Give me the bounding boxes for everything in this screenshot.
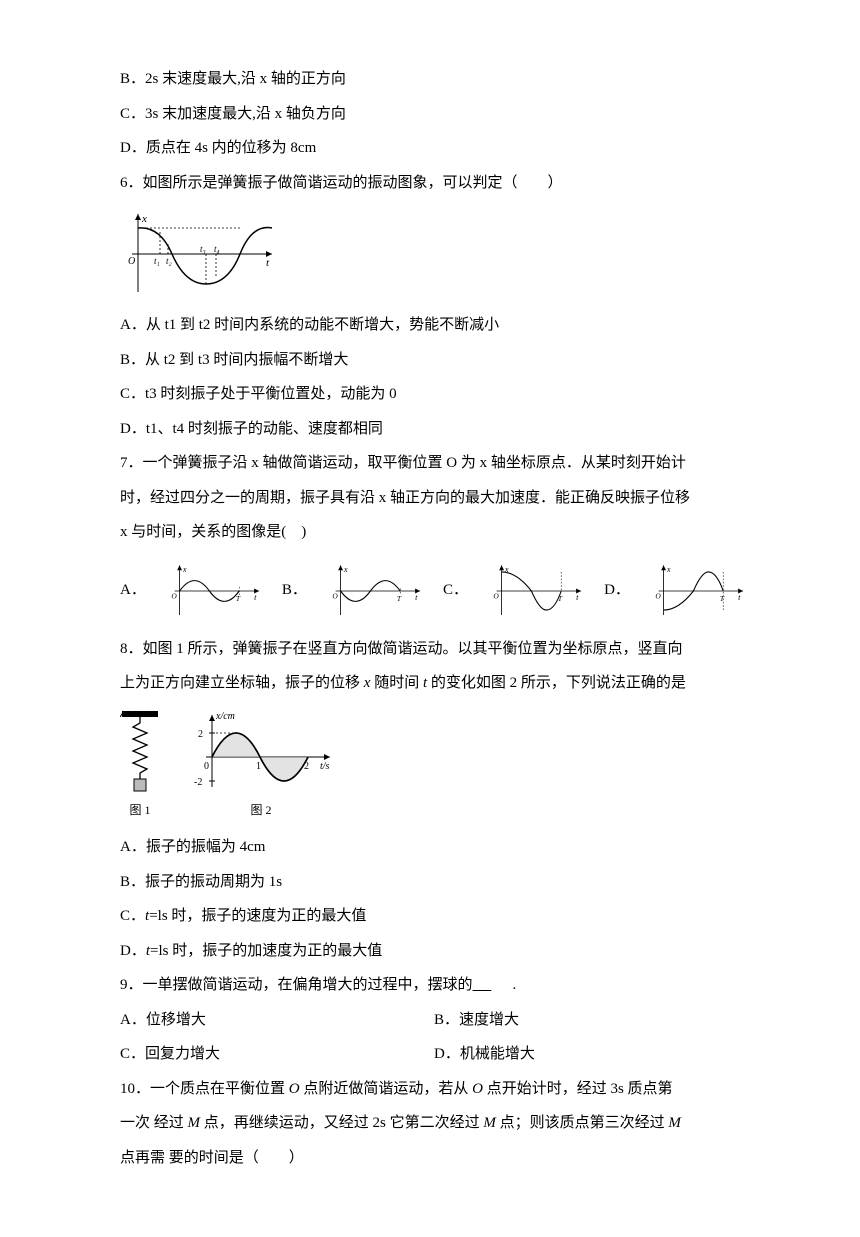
q10-stem-2: 一次 经过 M 点，再继续运动，又经过 2s 它第二次经过 M 点；则该质点第三… <box>120 1106 748 1141</box>
svg-text:O: O <box>128 256 135 267</box>
svg-text:t₁: t₁ <box>154 256 160 266</box>
q7-stem-2: 时，经过四分之一的周期，振子具有沿 x 轴正方向的最大加速度．能正确反映振子位移 <box>120 481 748 516</box>
svg-text:O: O <box>655 591 661 600</box>
q8-stem-1: 8．如图 1 所示，弹簧振子在竖直方向做简谐运动。以其平衡位置为坐标原点，竖直向 <box>120 632 748 667</box>
svg-text:T: T <box>397 593 402 602</box>
q7-graph-b: x t O T <box>329 556 425 626</box>
q6-option-b: B．从 t2 到 t3 时间内振幅不断增大 <box>120 343 748 378</box>
q10s1c: 点开始计时，经过 3s 质点第 <box>483 1081 673 1097</box>
svg-text:O: O <box>332 591 338 600</box>
q10s2a: 一次 经过 <box>120 1115 188 1131</box>
q7-stem-3: x 与时间，关系的图像是( ) <box>120 515 748 550</box>
svg-text:x: x <box>343 564 348 573</box>
svg-text:t: t <box>254 593 257 602</box>
q10s1b: 点附近做简谐运动，若从 <box>300 1081 473 1097</box>
q10-stem-1: 10．一个质点在平衡位置 O 点附近做简谐运动，若从 O 点开始计时，经过 3s… <box>120 1072 748 1107</box>
q8-option-a: A．振子的振幅为 4cm <box>120 830 748 865</box>
svg-text:O: O <box>493 591 499 600</box>
svg-text:t/s: t/s <box>320 761 330 772</box>
q7-figures: A． x t O T B． x t O T C． x t O T D． <box>120 556 748 626</box>
q9-stem-b: . <box>513 977 517 993</box>
q7-label-a: A． <box>120 573 146 608</box>
q9-option-a: A．位移增大 <box>120 1003 434 1038</box>
q7-graph-a: x t O T <box>168 556 264 626</box>
q9-stem: 9．一单摆做简谐运动，在偏角增大的过程中，摆球的 . <box>120 968 748 1003</box>
svg-text:T: T <box>720 593 725 602</box>
q8-fig2: x/cm t/s 2 -2 0 1 2 图 2 <box>186 707 336 825</box>
q9-option-d: D．机械能增大 <box>434 1037 748 1072</box>
q6-option-a: A．从 t1 到 t2 时间内系统的动能不断增大，势能不断减小 <box>120 308 748 343</box>
q10s2b: 点，再继续运动，又经过 2s 它第二次经过 <box>200 1115 483 1131</box>
q7-graph-c: x t O T <box>490 556 586 626</box>
q6-figure: x t O t₁ t₂ t₃ t₄ <box>120 208 748 300</box>
q8-stem-2b: 随时间 <box>370 675 423 691</box>
q8-fig1-label: 图 1 <box>120 797 160 825</box>
q8-fig2-label: 图 2 <box>186 797 336 825</box>
svg-text:t: t <box>415 593 418 602</box>
q10s2m2: M <box>483 1115 496 1131</box>
q7-label-b: B． <box>282 573 307 608</box>
q10s2m3: M <box>668 1115 681 1131</box>
q7-graph-d: x t O T <box>652 556 748 626</box>
q8d-b: =ls 时，振子的加速度为正的最大值 <box>150 943 382 959</box>
svg-text:t₄: t₄ <box>214 244 220 254</box>
q10s2m: M <box>188 1115 201 1131</box>
q10s1a: 10．一个质点在平衡位置 <box>120 1081 289 1097</box>
svg-text:t: t <box>738 593 741 602</box>
q10-stem-3: 点再需 要的时间是（ ） <box>120 1141 748 1176</box>
q8d-a: D． <box>120 943 146 959</box>
q8c-a: C． <box>120 908 145 924</box>
svg-text:T: T <box>236 593 241 602</box>
q8-stem-2c: 的变化如图 2 所示，下列说法正确的是 <box>427 675 686 691</box>
svg-text:O: O <box>171 591 177 600</box>
q9-option-b: B．速度增大 <box>434 1003 748 1038</box>
svg-text:t: t <box>266 257 270 269</box>
q7-label-c: C． <box>443 573 468 608</box>
q8-fig1: 图 1 <box>120 709 160 825</box>
q5-option-b: B．2s 末速度最大,沿 x 轴的正方向 <box>120 62 748 97</box>
q8-figures: 图 1 x/cm t/s 2 -2 0 1 2 图 2 <box>120 707 748 825</box>
q7-label-d: D． <box>604 573 630 608</box>
q9-stem-a: 9．一单摆做简谐运动，在偏角增大的过程中，摆球的 <box>120 977 473 993</box>
svg-text:-2: -2 <box>194 777 202 788</box>
q7-stem-1: 7．一个弹簧振子沿 x 轴做简谐运动，取平衡位置 O 为 x 轴坐标原点．从某时… <box>120 446 748 481</box>
q6-option-c: C．t3 时刻振子处于平衡位置处，动能为 0 <box>120 377 748 412</box>
q9-option-c: C．回复力增大 <box>120 1037 434 1072</box>
q8-option-c: C．t=ls 时，振子的速度为正的最大值 <box>120 899 748 934</box>
q9-blank <box>473 968 513 1003</box>
svg-text:x: x <box>141 213 147 225</box>
q10s1o2: O <box>472 1081 483 1097</box>
q5-option-d: D．质点在 4s 内的位移为 8cm <box>120 131 748 166</box>
q10s1o: O <box>289 1081 300 1097</box>
q5-option-c: C．3s 末加速度最大,沿 x 轴负方向 <box>120 97 748 132</box>
svg-text:t₃: t₃ <box>200 244 206 254</box>
svg-text:T: T <box>558 593 563 602</box>
q8-stem-2: 上为正方向建立坐标轴，振子的位移 x 随时间 t 的变化如图 2 所示，下列说法… <box>120 666 748 701</box>
svg-text:x: x <box>182 564 187 573</box>
svg-text:0: 0 <box>204 761 209 772</box>
q8-stem-2a: 上为正方向建立坐标轴，振子的位移 <box>120 675 364 691</box>
svg-text:2: 2 <box>198 729 203 740</box>
svg-text:x/cm: x/cm <box>215 711 235 722</box>
q8-option-b: B．振子的振动周期为 1s <box>120 865 748 900</box>
q6-stem: 6．如图所示是弹簧振子做简谐运动的振动图象，可以判定（ ） <box>120 166 748 201</box>
svg-text:1: 1 <box>256 761 261 772</box>
q8c-b: =ls 时，振子的速度为正的最大值 <box>149 908 366 924</box>
svg-text:x: x <box>666 564 671 573</box>
svg-text:t₂: t₂ <box>166 256 172 266</box>
svg-text:t: t <box>576 593 579 602</box>
q6-option-d: D．t1、t4 时刻振子的动能、速度都相同 <box>120 412 748 447</box>
q8-option-d: D．t=ls 时，振子的加速度为正的最大值 <box>120 934 748 969</box>
q10s2c: 点；则该质点第三次经过 <box>496 1115 669 1131</box>
